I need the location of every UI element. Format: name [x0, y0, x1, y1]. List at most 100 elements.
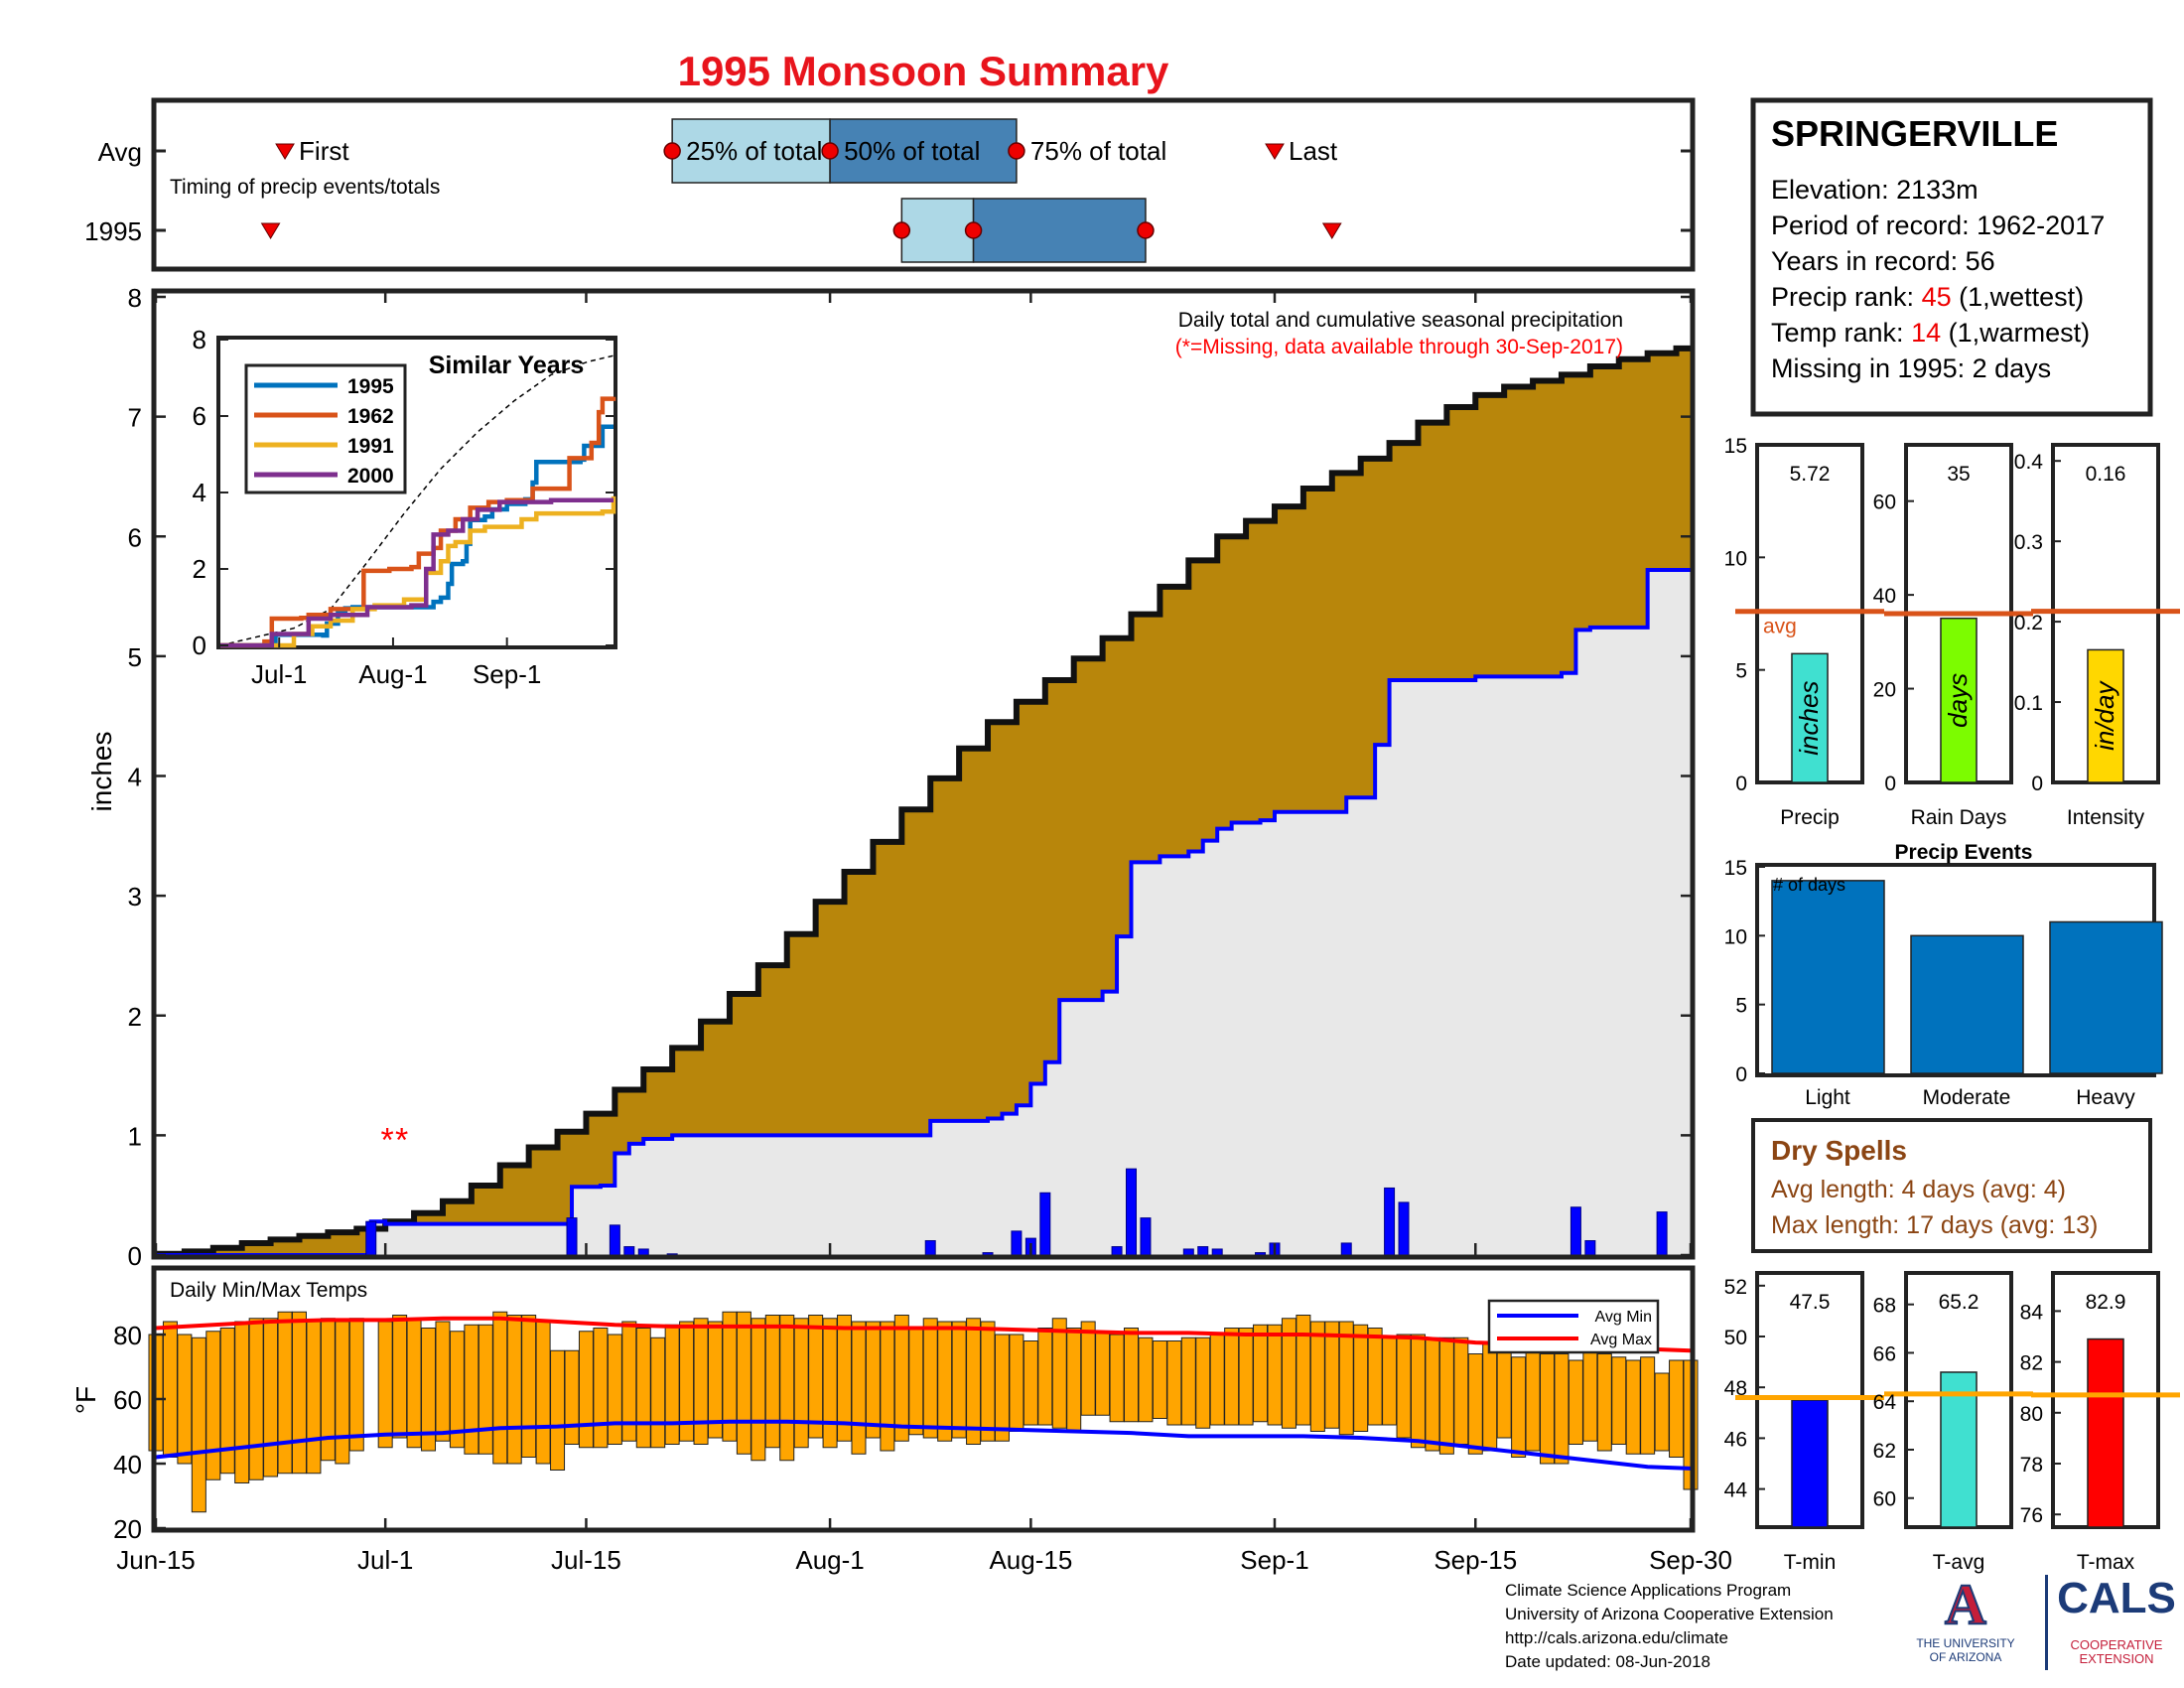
similar-line-1995 — [220, 424, 614, 648]
temp-bar-9 — [277, 1311, 293, 1475]
year-cumulative-area — [156, 570, 1691, 1255]
temp-bar-64 — [1080, 1321, 1096, 1416]
tmax_stat-ytick-label-82: 82 — [2020, 1352, 2043, 1375]
temp-bar-45 — [808, 1315, 824, 1439]
temp-bar-4 — [205, 1331, 221, 1480]
daily-precip-bar-4 — [637, 1248, 649, 1256]
main-ytick-label-1: 1 — [128, 1121, 142, 1151]
temp-bar-54 — [937, 1321, 953, 1442]
main-ytick-label-5: 5 — [128, 642, 142, 672]
similar-ytick-label-0: 0 — [193, 631, 206, 660]
ua-mark-icon: A — [1944, 1572, 1987, 1636]
temp-bar-99 — [1582, 1349, 1598, 1442]
xtick-label-2: Jul-15 — [551, 1545, 621, 1575]
temp-bar-23 — [492, 1311, 508, 1465]
main-ytick-label-3: 3 — [128, 882, 142, 912]
ua-logo-text-1: THE UNIVERSITY — [1916, 1636, 2015, 1650]
station-name: SPRINGERVILLE — [1771, 113, 2058, 154]
temp-bar-89 — [1438, 1336, 1454, 1455]
temp-bar-79 — [1296, 1315, 1311, 1426]
xtick-label-0: Jun-15 — [116, 1545, 196, 1575]
missing-marker-0: * — [381, 1121, 394, 1159]
temp-bar-44 — [793, 1318, 809, 1449]
tavg_stat-ytick-label-66: 66 — [1873, 1342, 1896, 1365]
similar-xtick-label-0: Jul-1 — [251, 659, 307, 689]
intensity_stat-value-label: 0.16 — [2086, 463, 2126, 486]
main-ytick-label-0: 0 — [128, 1241, 142, 1271]
daily-precip-bar-22 — [1570, 1206, 1581, 1256]
temp-legend-box — [1487, 1299, 1660, 1354]
raindays_stat-xlabel: Rain Days — [1911, 806, 2007, 829]
timing-p75-label: 75% of total — [1030, 136, 1166, 166]
cals-logo: CALS — [2057, 1574, 2176, 1622]
intensity_stat-xlabel: Intensity — [2067, 806, 2145, 829]
daily-precip-bar-20 — [1384, 1187, 1396, 1256]
timing-avg-first-marker — [275, 143, 295, 160]
main-ytick-label-6: 6 — [128, 522, 142, 552]
ua-logo-text-2: OF ARIZONA — [1929, 1650, 2002, 1664]
temp-bar-22 — [478, 1324, 493, 1455]
avg-min-line — [155, 1419, 1692, 1471]
daily-precip-bar-0 — [365, 1220, 377, 1256]
similar-ytick-label-4: 4 — [193, 478, 206, 507]
precip-rank-precip_rank_val: 45 — [1922, 282, 1952, 312]
raindays_stat-ytick-label-60: 60 — [1873, 492, 1896, 514]
tavg_stat-ytick-label-60: 60 — [1873, 1488, 1896, 1511]
temp-bar-73 — [1209, 1334, 1225, 1426]
temp-bar-2 — [177, 1334, 193, 1465]
temp-rank-temp_rank_post: (1,warmest) — [1941, 318, 2090, 348]
temp-bar-102 — [1625, 1359, 1641, 1455]
precip_stat-ytick-label-5: 5 — [1735, 660, 1747, 683]
precip_stat-ytick-label-0: 0 — [1735, 773, 1747, 795]
temp-bar-15 — [377, 1321, 393, 1449]
temp-bar-58 — [994, 1334, 1010, 1442]
similar-ytick-label-8: 8 — [193, 325, 206, 354]
temp-bar-61 — [1037, 1328, 1053, 1426]
tmax_stat-ytick-label-80: 80 — [2020, 1403, 2043, 1426]
temp-bar-14 — [348, 1318, 364, 1452]
tavg_stat-ytick-label-64: 64 — [1873, 1391, 1897, 1414]
timing-caption: Timing of precip events/totals — [170, 176, 440, 199]
temp-bar-76 — [1253, 1324, 1269, 1423]
temp-bar-30 — [593, 1328, 609, 1449]
precip_stat-avg-label: avg — [1763, 616, 1797, 638]
tavg_stat-xlabel: T-avg — [1933, 1551, 1985, 1574]
temp-bar-60 — [1023, 1340, 1038, 1426]
page-title: 1995 Monsoon Summary — [677, 48, 1169, 94]
temp-bar-13 — [335, 1321, 350, 1465]
temp-bar-25 — [521, 1315, 537, 1458]
timing-p25-label: 25% of total — [686, 136, 822, 166]
main-ytick-label-7: 7 — [128, 403, 142, 433]
temp-bar-97 — [1554, 1353, 1570, 1465]
footer-url[interactable]: http://cals.arizona.edu/climate — [1505, 1628, 1728, 1647]
temp-bar-51 — [893, 1315, 909, 1442]
temp-bar-31 — [607, 1334, 622, 1445]
main-ytick-label-4: 4 — [128, 763, 142, 792]
temp-bar-72 — [1195, 1336, 1211, 1429]
dry-spells-box — [1751, 1118, 2152, 1253]
daily-precip-bar-12 — [1126, 1168, 1138, 1256]
timing-year-p25-dot — [892, 221, 911, 239]
temp-bar-37 — [693, 1318, 709, 1445]
temp-bar-98 — [1568, 1359, 1583, 1445]
temp-bar-77 — [1267, 1324, 1283, 1426]
events-xlabel-2: Heavy — [2076, 1086, 2135, 1109]
daily-precip-bar-19 — [1340, 1242, 1352, 1256]
raindays_stat-bar — [1940, 617, 1978, 783]
temp-bar-81 — [1324, 1321, 1340, 1429]
temp-bar-59 — [1009, 1334, 1024, 1432]
events-ytick-label-5: 5 — [1735, 995, 1747, 1018]
temp-bar-3 — [191, 1336, 206, 1513]
main-ytick-label-2: 2 — [128, 1002, 142, 1032]
temp-bar-46 — [822, 1318, 838, 1449]
precip_stat-bar-label: inches — [1794, 681, 1824, 756]
year-cumulative-line — [156, 568, 1691, 1257]
similar-line-1991 — [220, 495, 616, 648]
temp-bar-66 — [1109, 1334, 1125, 1423]
temp-bar-27 — [550, 1349, 566, 1471]
timing-year-p75-dot — [1137, 221, 1155, 239]
temp-bar-94 — [1511, 1356, 1527, 1458]
footer-program: Climate Science Applications Program — [1505, 1581, 1792, 1600]
intensity_stat-bar — [2087, 648, 2124, 783]
timing-year-q1-box — [900, 198, 975, 263]
